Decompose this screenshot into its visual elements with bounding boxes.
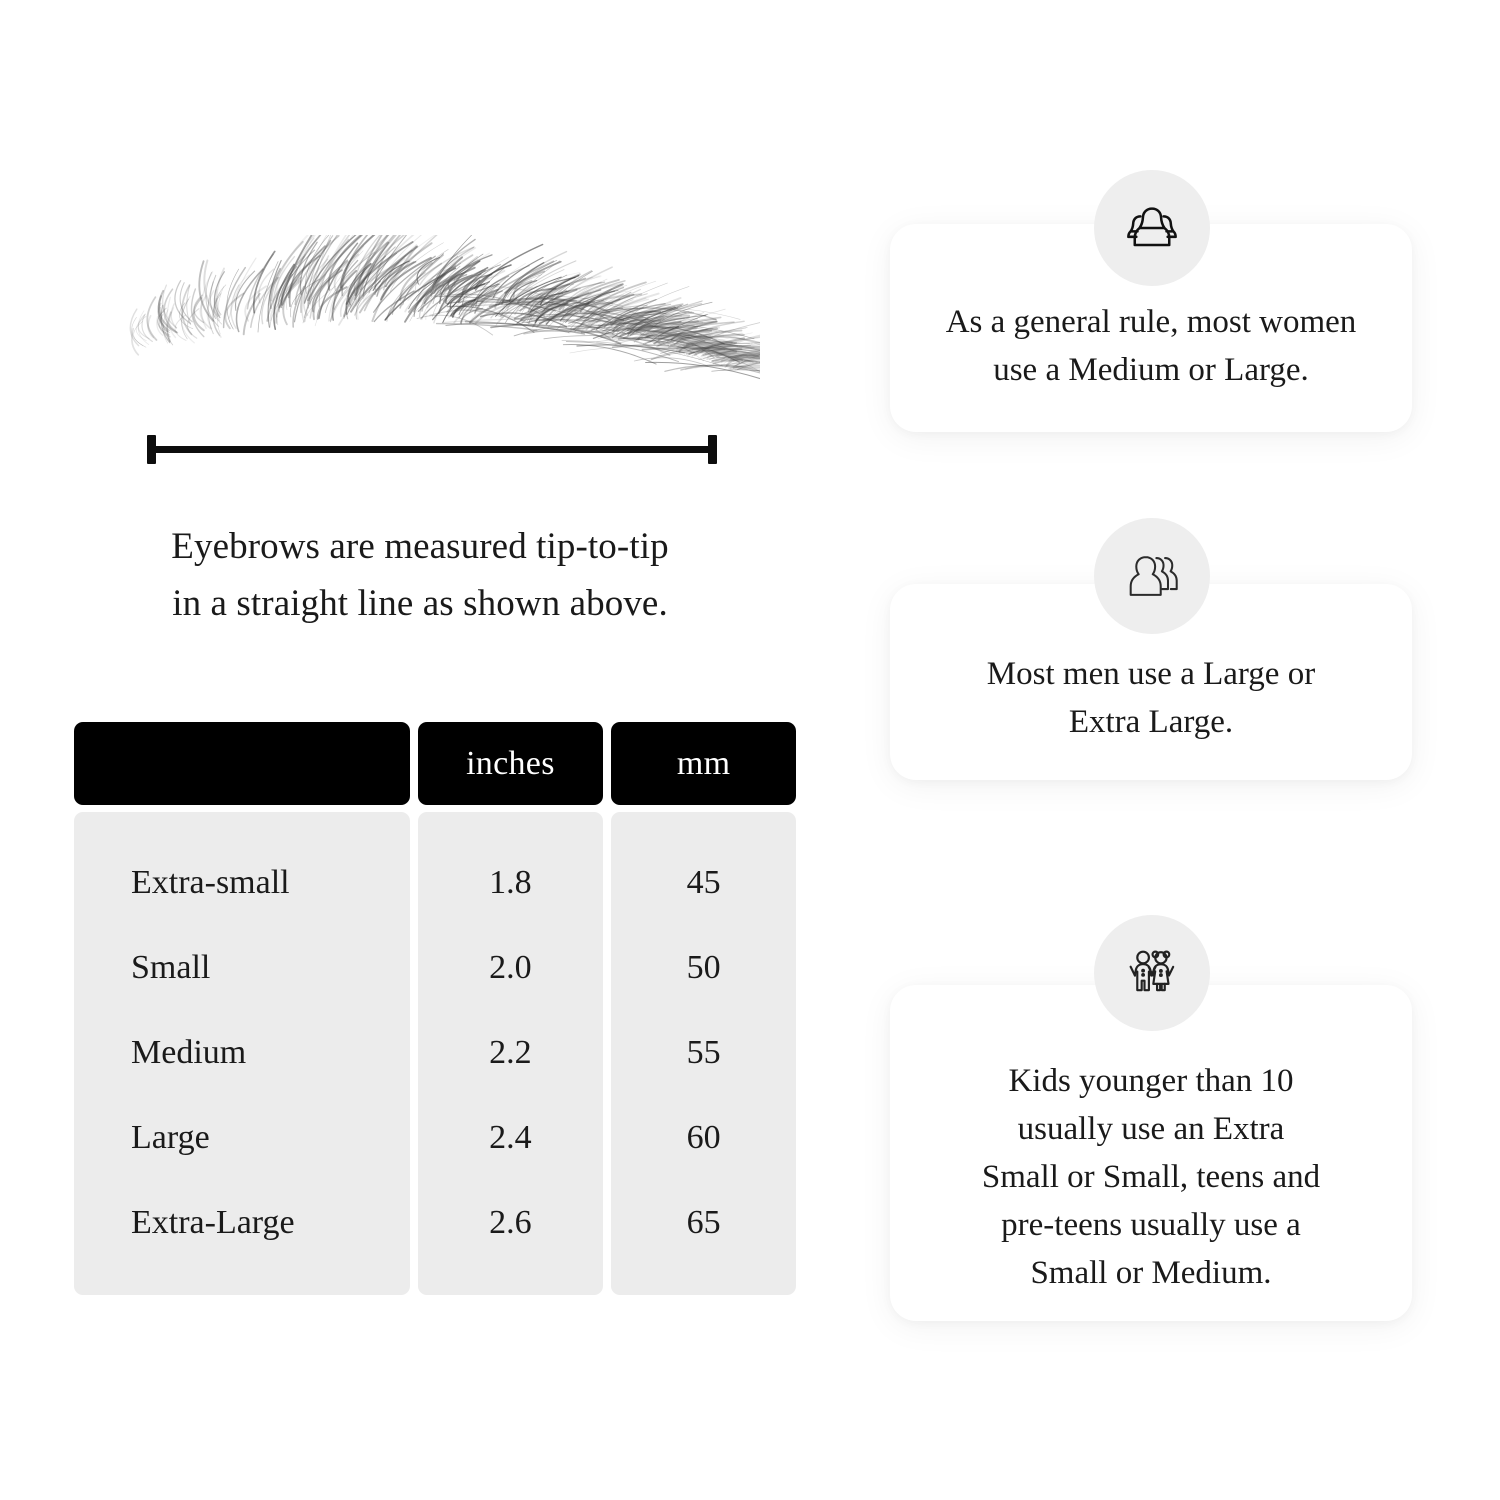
info-line: usually use an Extra: [1017, 1111, 1285, 1148]
table-row: Medium: [131, 1033, 247, 1071]
left-column: Eyebrows are measured tip-to-tip in a st…: [74, 235, 796, 1295]
info-line: Small or Medium.: [1030, 1254, 1272, 1291]
women-group-icon: [1094, 170, 1210, 286]
table-cell-inches: 2.0: [489, 948, 532, 986]
measurement-caption: Eyebrows are measured tip-to-tip in a st…: [75, 518, 765, 633]
table-column-inches: inches 1.8 2.0 2.2 2.4 2.6: [417, 722, 604, 1295]
table-row: Large: [131, 1118, 210, 1156]
table-cell-mm: 60: [686, 1118, 721, 1156]
info-card-men-text: Most men use a Large or Extra Large.: [987, 650, 1315, 747]
table-column-mm: mm 45 50 55 60 65: [611, 722, 796, 1295]
right-column: As a general rule, most women use a Medi…: [820, 0, 1500, 1500]
table-cell-mm: 55: [686, 1033, 721, 1071]
info-line: Extra Large.: [1068, 704, 1234, 740]
table-body-size: Extra-small Small Medium Large Extra-Lar…: [74, 812, 410, 1295]
info-card-kids-text: Kids younger than 10 usually use an Extr…: [982, 1058, 1320, 1297]
info-line: Kids younger than 10: [1008, 1063, 1294, 1100]
size-table: Extra-small Small Medium Large Extra-Lar…: [74, 722, 796, 1295]
info-card-kids: Kids younger than 10 usually use an Extr…: [890, 985, 1412, 1321]
table-cell-mm: 45: [686, 863, 721, 901]
table-header-inches: inches: [417, 722, 604, 805]
info-line: use a Medium or Large.: [993, 352, 1309, 388]
table-body-inches: 1.8 2.0 2.2 2.4 2.6: [417, 812, 604, 1295]
table-cell-inches: 2.6: [489, 1203, 532, 1241]
table-cell-inches: 1.8: [489, 863, 532, 901]
info-line: pre-teens usually use a: [1001, 1206, 1301, 1243]
table-cell-mm: 50: [686, 948, 721, 986]
table-header-size: [74, 722, 410, 805]
caption-line-2: in a straight line as shown above.: [172, 583, 668, 625]
info-card-women-text: As a general rule, most women use a Medi…: [946, 298, 1357, 395]
table-body-mm: 45 50 55 60 65: [611, 812, 796, 1295]
table-cell-inches: 2.2: [489, 1033, 532, 1071]
eyebrow-hair-illustration: [110, 235, 760, 415]
caption-line-1: Eyebrows are measured tip-to-tip: [171, 526, 669, 567]
tip-to-tip-measurement-line: [140, 430, 730, 470]
table-row: Extra-small: [131, 863, 290, 901]
table-row: Extra-Large: [131, 1203, 295, 1241]
table-column-size: Extra-small Small Medium Large Extra-Lar…: [74, 722, 410, 1295]
table-header-mm: mm: [611, 722, 796, 805]
men-group-icon: [1094, 518, 1210, 634]
info-line: Small or Small, teens and: [981, 1159, 1321, 1196]
info-line: Most men use a Large or: [986, 655, 1316, 692]
table-cell-inches: 2.4: [489, 1118, 532, 1156]
kids-pair-icon: [1094, 915, 1210, 1031]
table-row: Small: [131, 948, 211, 986]
table-cell-mm: 65: [686, 1203, 721, 1241]
info-line: As a general rule, most women: [945, 303, 1357, 340]
